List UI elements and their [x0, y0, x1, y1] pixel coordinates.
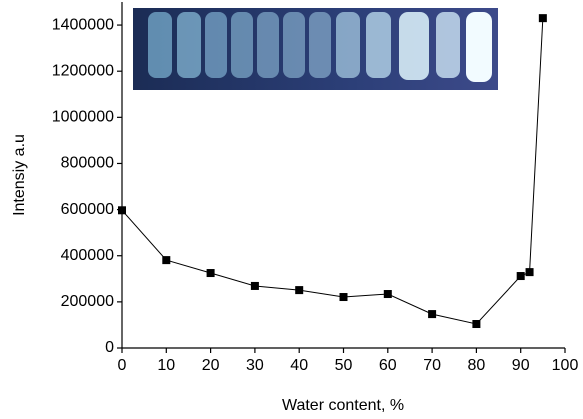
x-tick-label: 70 — [423, 357, 441, 374]
marker — [383, 290, 392, 299]
marker — [339, 293, 348, 302]
marker — [428, 310, 437, 319]
marker — [118, 206, 126, 215]
y-tick-label: 200000 — [61, 293, 114, 310]
x-tick-label: 80 — [468, 357, 486, 374]
marker — [538, 14, 547, 23]
y-tick-label: 800000 — [61, 155, 114, 172]
y-tick-label: 1200000 — [52, 62, 114, 79]
y-tick-label: 1000000 — [52, 109, 114, 126]
marker — [525, 268, 534, 277]
marker — [295, 286, 304, 295]
y-tick-label: 0 — [105, 339, 114, 356]
x-tick-label: 100 — [552, 357, 579, 374]
inset-photo — [133, 8, 498, 90]
x-tick-label: 60 — [379, 357, 397, 374]
y-axis-label: Intensiy a.u — [11, 134, 28, 216]
marker — [250, 281, 259, 290]
x-tick-label: 50 — [335, 357, 353, 374]
marker — [162, 256, 171, 265]
x-tick-label: 0 — [118, 357, 127, 374]
y-tick-label: 600000 — [61, 201, 114, 218]
y-tick-label: 1400000 — [52, 16, 114, 33]
marker — [206, 269, 215, 278]
marker — [472, 320, 481, 329]
marker — [516, 272, 525, 281]
x-tick-label: 40 — [290, 357, 308, 374]
x-tick-label: 20 — [202, 357, 220, 374]
y-tick-label: 400000 — [61, 247, 114, 264]
x-tick-label: 30 — [246, 357, 264, 374]
x-tick-label: 10 — [157, 357, 175, 374]
x-tick-label: 90 — [512, 357, 530, 374]
x-axis-label: Water content, % — [282, 397, 404, 414]
